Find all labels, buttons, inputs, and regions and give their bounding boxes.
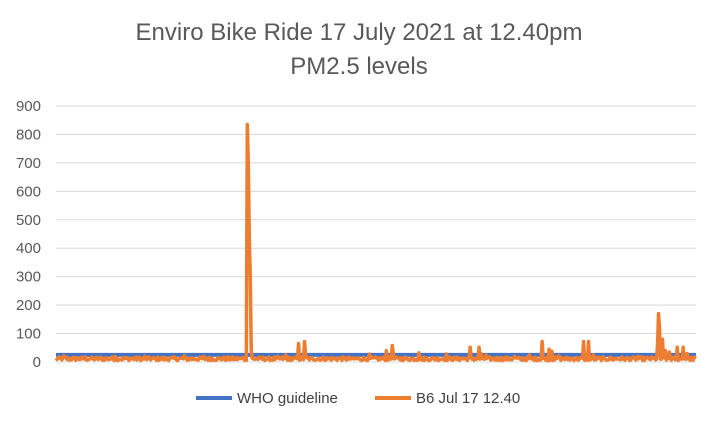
- legend: WHO guideline B6 Jul 17 12.40: [196, 390, 520, 407]
- chart-title-line-2: PM2.5 levels: [290, 53, 427, 80]
- y-tick-label-900: 900: [16, 98, 41, 115]
- series-line-b6-jul-17: [54, 122, 697, 363]
- y-axis-tick-labels: 0 100 200 300 400 500 600 700 800 900: [16, 98, 41, 371]
- y-tick-label-500: 500: [16, 212, 41, 229]
- y-tick-label-700: 700: [16, 155, 41, 172]
- legend-label-b6-jul-17: B6 Jul 17 12.40: [416, 390, 520, 407]
- chart-title-line-1: Enviro Bike Ride 17 July 2021 at 12.40pm: [136, 19, 583, 46]
- y-tick-label-200: 200: [16, 297, 41, 314]
- y-tick-label-400: 400: [16, 240, 41, 257]
- legend-label-who-guideline: WHO guideline: [237, 390, 338, 407]
- gridlines: [56, 105, 696, 363]
- y-tick-label-300: 300: [16, 269, 41, 286]
- y-tick-label-100: 100: [16, 326, 41, 343]
- y-tick-label-600: 600: [16, 183, 41, 200]
- y-tick-label-800: 800: [16, 126, 41, 143]
- y-tick-label-0: 0: [33, 354, 41, 371]
- plot-area: [54, 122, 697, 363]
